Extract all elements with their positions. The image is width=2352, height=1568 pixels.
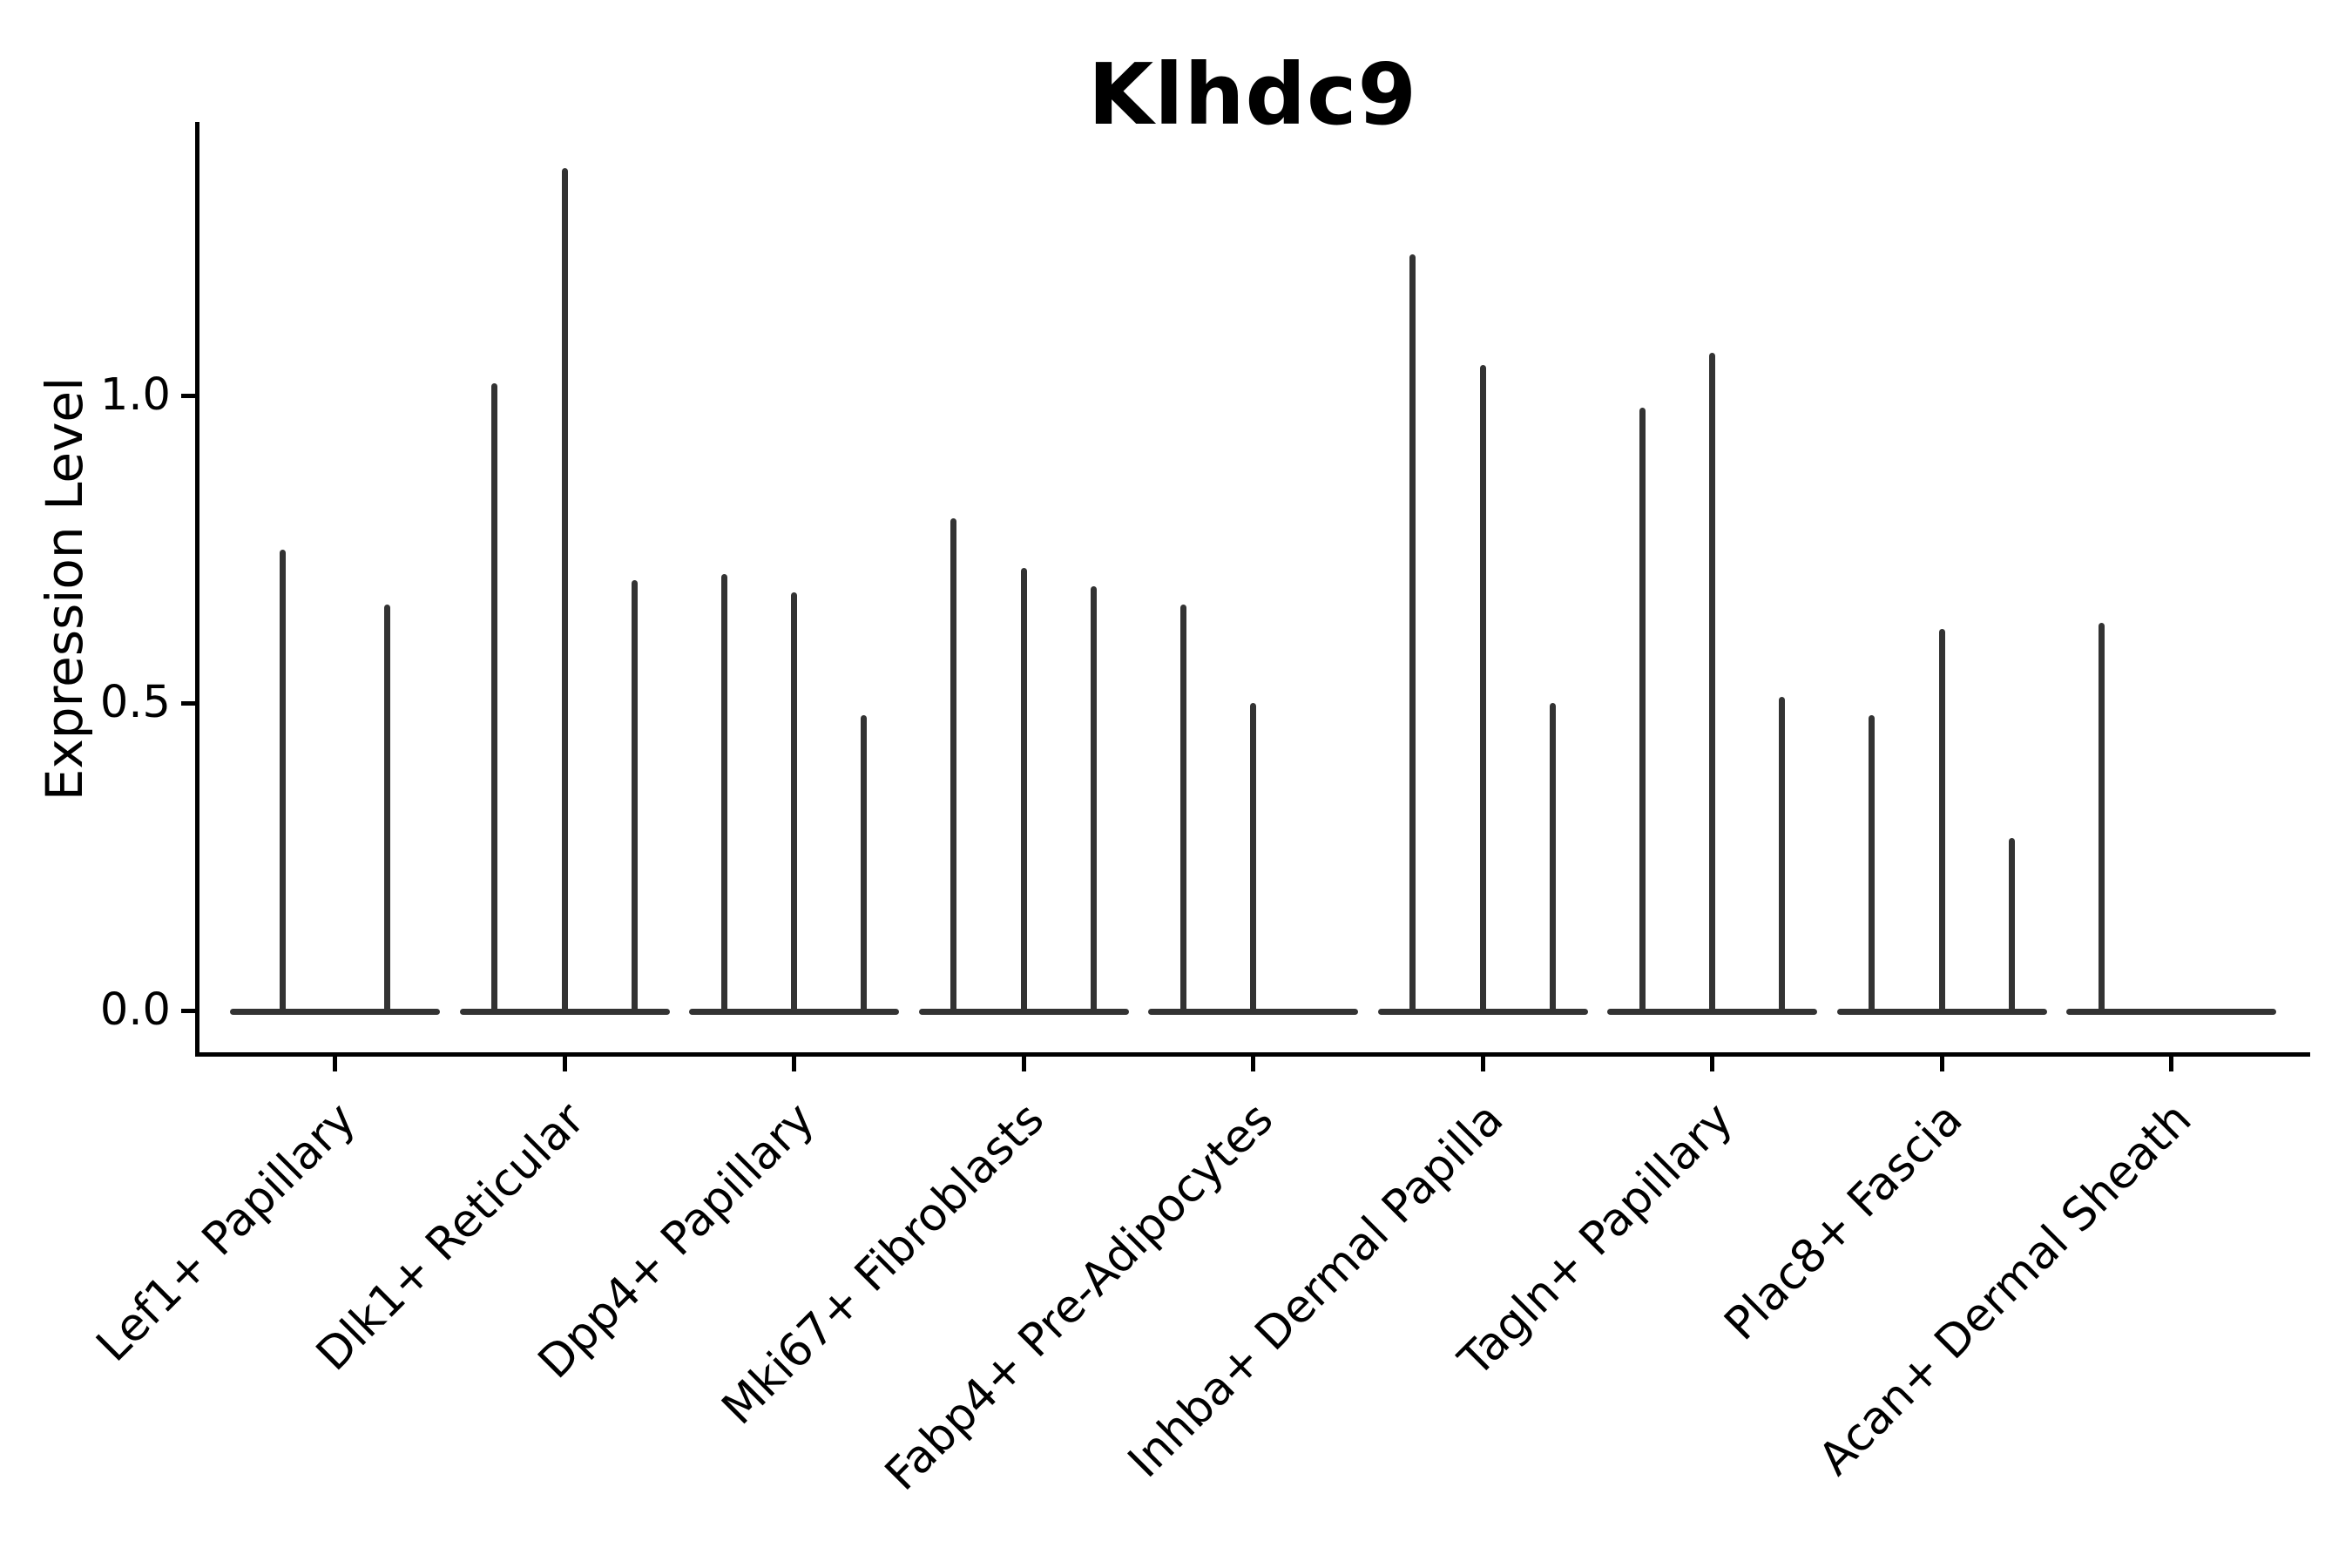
x-tick-mark [1710, 1057, 1714, 1071]
x-tick-mark [1021, 1057, 1026, 1071]
y-axis-line [195, 122, 199, 1057]
violin-spike [1639, 408, 1646, 1014]
x-tick-label: Plac8+ Fascia [1714, 1092, 1973, 1351]
x-tick-mark [792, 1057, 796, 1071]
y-tick-mark [181, 393, 197, 398]
violin-baseline [2066, 1008, 2276, 1015]
x-axis-line [195, 1052, 2310, 1057]
x-tick-mark [1480, 1057, 1485, 1071]
x-tick-label: Acan+ Dermal Sheath [1808, 1092, 2202, 1486]
violin-spike [1869, 715, 1876, 1014]
violin-spike [1090, 585, 1097, 1014]
x-tick-mark [1939, 1057, 1944, 1071]
chart-title: Klhdc9 [1088, 45, 1417, 144]
x-tick-mark [562, 1057, 567, 1071]
x-tick-mark [333, 1057, 337, 1071]
violin-spike [1179, 605, 1186, 1014]
y-tick-mark [181, 1008, 197, 1013]
violin-spike [1479, 364, 1486, 1014]
violin-spike [1020, 567, 1027, 1014]
violin-baseline [230, 1008, 440, 1015]
x-tick-mark [1251, 1057, 1255, 1071]
violin-spike [861, 715, 868, 1014]
y-axis-label: Expression Level [35, 376, 94, 801]
y-tick-label-1.0: 1.0 [99, 369, 171, 421]
violin-spike [1938, 629, 1945, 1014]
violin-spike [1709, 352, 1715, 1014]
violin-spike [561, 167, 568, 1014]
y-tick-label-0.5: 0.5 [99, 677, 171, 728]
violin-spike [720, 573, 727, 1014]
violin-spike [791, 591, 797, 1014]
violin-spike [1779, 696, 1786, 1014]
violin-spike [384, 605, 391, 1014]
x-tick-mark [2169, 1057, 2173, 1071]
violin-spike [491, 382, 498, 1014]
violin-spike [950, 518, 957, 1014]
violin-spike [631, 579, 638, 1014]
violin-spike [2008, 838, 2015, 1014]
violin-spike [1409, 253, 1416, 1014]
violin-spike [279, 549, 286, 1014]
y-tick-mark [181, 700, 197, 706]
x-tick-label: Fabp4+ Pre-Adipocytes [875, 1092, 1284, 1501]
x-tick-label: Inhba+ Dermal Papilla [1118, 1092, 1514, 1489]
violin-spike [1549, 703, 1556, 1014]
y-tick-label-0.0: 0.0 [99, 984, 171, 1036]
violin-spike [1250, 703, 1256, 1014]
violin-spike [2098, 623, 2105, 1014]
